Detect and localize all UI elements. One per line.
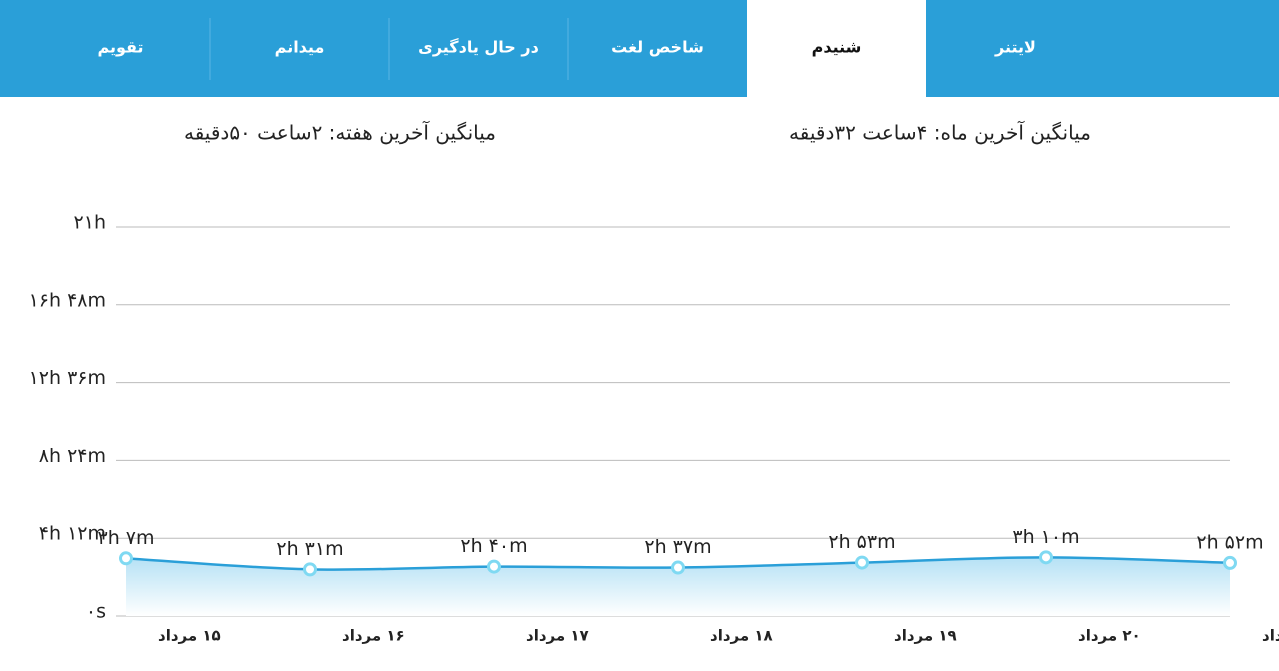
- point: [119, 551, 133, 566]
- x-tick-label: ۱۸ مرداد: [710, 627, 773, 645]
- data-label: ۳h ۱۰m: [1012, 526, 1079, 548]
- point: [855, 555, 869, 570]
- point: [671, 560, 685, 575]
- x-tick-label: ۱۹ مرداد: [894, 627, 957, 645]
- stat-text: میانگین آخرین هفته: ۲ساعت ۵۰دقیقه: [184, 120, 496, 145]
- y-tick-label: ۰s: [86, 601, 106, 623]
- x-tick-label: ۲۱ مرداد: [1262, 627, 1279, 645]
- y-tick-label: ۴h ۱۲m: [39, 523, 106, 545]
- data-label: ۲h ۳۷m: [644, 536, 711, 558]
- data-label: ۲h ۴۰m: [460, 535, 527, 557]
- stat-text: میانگین آخرین ماه: ۴ساعت ۳۲دقیقه: [789, 120, 1091, 145]
- x-tick-label: ۱۷ مرداد: [526, 627, 589, 645]
- tab[interactable]: لایتنر: [994, 38, 1036, 57]
- data-label: ۲h ۵۳m: [828, 531, 895, 553]
- point: [487, 559, 501, 574]
- data-label: ۲h ۵۲m: [1196, 531, 1263, 553]
- point: [1039, 550, 1053, 565]
- tab[interactable]: میدانم: [275, 38, 325, 57]
- data-label: ۲h ۳۱m: [276, 538, 343, 560]
- tab[interactable]: شاخص لغت: [611, 38, 704, 57]
- data-label: ۳h ۷m: [98, 527, 155, 549]
- x-tick-label: ۱۵ مرداد: [158, 627, 221, 645]
- area: [126, 557, 1230, 616]
- x-tick-label: ۱۶ مرداد: [342, 627, 405, 645]
- y-tick-label: ۸h ۲۴m: [39, 445, 106, 467]
- point: [1223, 555, 1237, 570]
- y-tick-label: ۱۲h ۳۶m: [29, 367, 106, 389]
- tab[interactable]: تقویم: [97, 38, 143, 57]
- tab-active: [747, 0, 926, 97]
- x-tick-label: ۲۰ مرداد: [1078, 627, 1141, 645]
- y-tick-label: ۱۶h ۴۸m: [29, 289, 106, 311]
- point: [303, 562, 317, 577]
- tab-bar: [0, 0, 1279, 97]
- tab[interactable]: در حال یادگیری: [418, 38, 539, 57]
- y-tick-label: ۲۱h: [74, 212, 106, 234]
- tab[interactable]: شنیدم: [812, 38, 862, 57]
